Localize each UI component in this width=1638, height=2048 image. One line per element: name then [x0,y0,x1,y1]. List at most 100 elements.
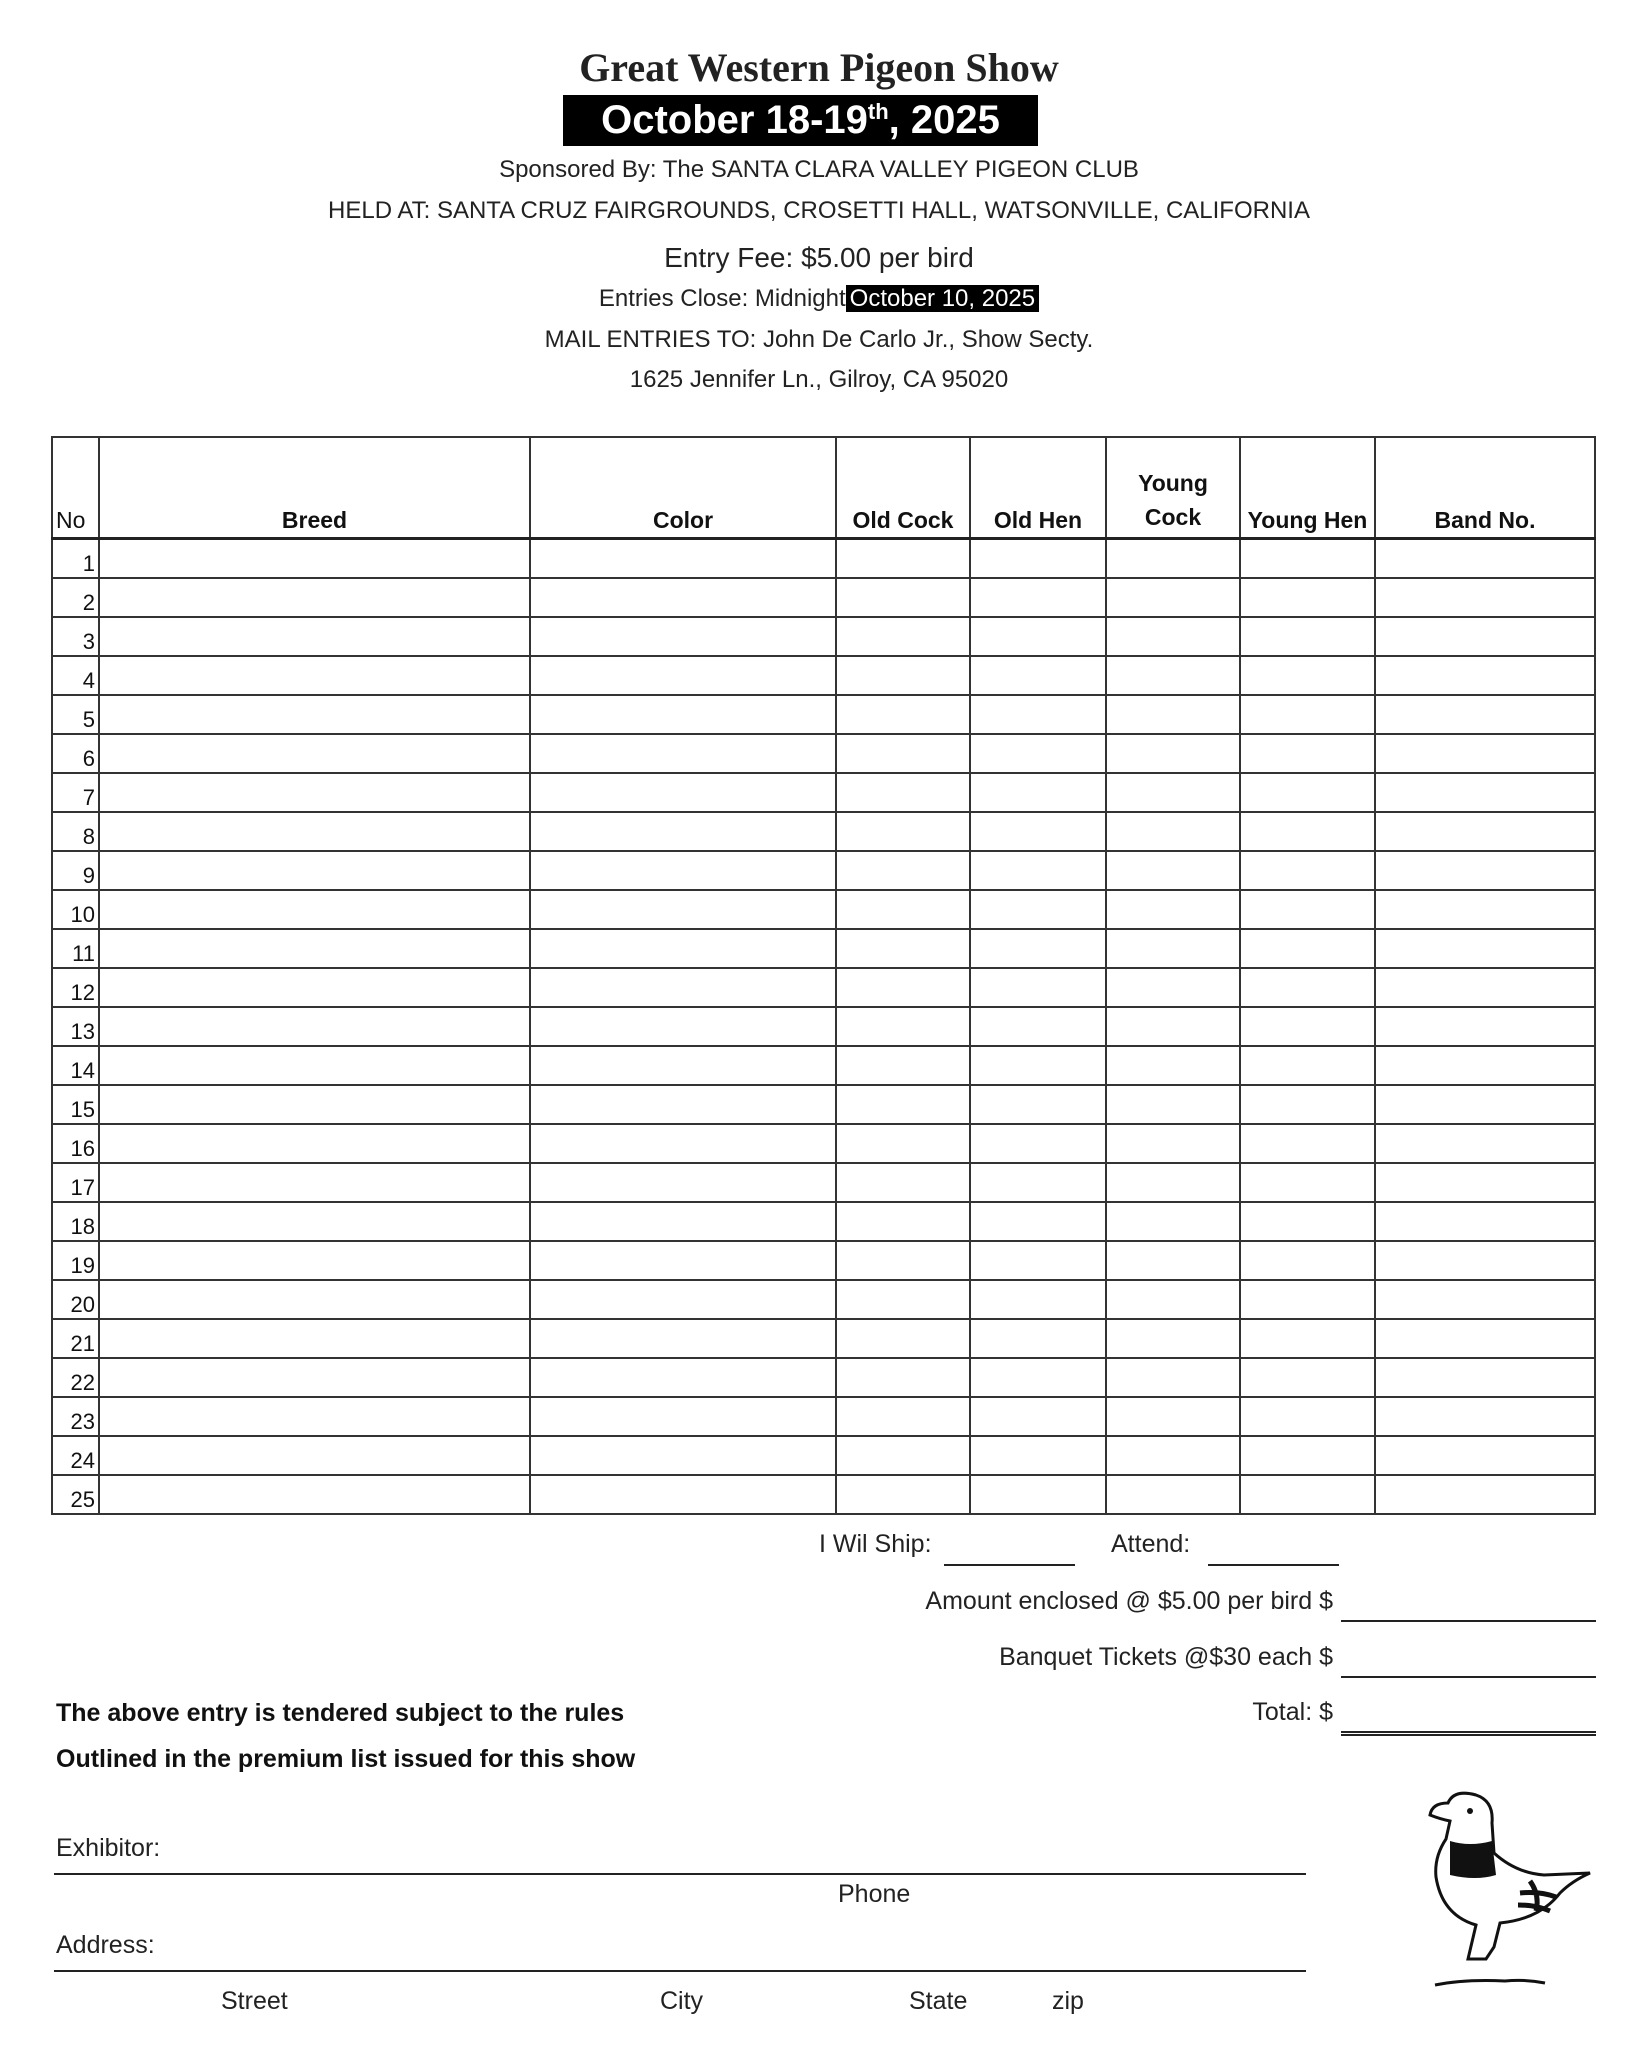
address-field[interactable] [54,1970,1306,1972]
cell-color[interactable] [529,967,837,1008]
cell-breed[interactable] [98,1357,531,1398]
cell-young-hen[interactable] [1239,577,1376,618]
cell-old-hen[interactable] [969,850,1107,891]
cell-young-cock[interactable] [1105,850,1241,891]
cell-young-hen[interactable] [1239,1201,1376,1242]
cell-breed[interactable] [98,1474,531,1515]
cell-band-no[interactable] [1374,1357,1596,1398]
cell-color[interactable] [529,1279,837,1320]
cell-band-no[interactable] [1374,694,1596,735]
total-field[interactable] [1341,1731,1596,1736]
cell-young-hen[interactable] [1239,1123,1376,1164]
cell-old-hen[interactable] [969,1123,1107,1164]
cell-old-cock[interactable] [835,967,971,1008]
cell-old-hen[interactable] [969,1162,1107,1203]
cell-young-cock[interactable] [1105,616,1241,657]
exhibitor-field[interactable] [54,1873,1306,1875]
cell-young-hen[interactable] [1239,850,1376,891]
cell-color[interactable] [529,1006,837,1047]
cell-old-cock[interactable] [835,1162,971,1203]
cell-breed[interactable] [98,1084,531,1125]
cell-color[interactable] [529,1396,837,1437]
cell-color[interactable] [529,1162,837,1203]
cell-old-cock[interactable] [835,1201,971,1242]
cell-old-cock[interactable] [835,850,971,891]
cell-old-hen[interactable] [969,655,1107,696]
cell-young-hen[interactable] [1239,616,1376,657]
cell-breed[interactable] [98,1123,531,1164]
cell-breed[interactable] [98,928,531,969]
cell-color[interactable] [529,1123,837,1164]
cell-band-no[interactable] [1374,811,1596,852]
cell-band-no[interactable] [1374,1201,1596,1242]
cell-old-hen[interactable] [969,928,1107,969]
cell-young-hen[interactable] [1239,655,1376,696]
cell-old-hen[interactable] [969,537,1107,579]
attend-field[interactable] [1208,1564,1339,1566]
cell-old-hen[interactable] [969,889,1107,930]
cell-young-hen[interactable] [1239,1240,1376,1281]
cell-old-hen[interactable] [969,1006,1107,1047]
cell-breed[interactable] [98,1318,531,1359]
cell-breed[interactable] [98,1396,531,1437]
cell-band-no[interactable] [1374,616,1596,657]
cell-color[interactable] [529,1318,837,1359]
cell-breed[interactable] [98,772,531,813]
cell-old-cock[interactable] [835,1045,971,1086]
cell-band-no[interactable] [1374,1045,1596,1086]
cell-old-cock[interactable] [835,733,971,774]
cell-color[interactable] [529,1474,837,1515]
cell-young-hen[interactable] [1239,1435,1376,1476]
cell-color[interactable] [529,1357,837,1398]
cell-breed[interactable] [98,850,531,891]
cell-young-cock[interactable] [1105,1318,1241,1359]
cell-band-no[interactable] [1374,1435,1596,1476]
cell-color[interactable] [529,577,837,618]
cell-breed[interactable] [98,577,531,618]
cell-young-cock[interactable] [1105,1357,1241,1398]
cell-old-cock[interactable] [835,1435,971,1476]
cell-breed[interactable] [98,733,531,774]
cell-band-no[interactable] [1374,928,1596,969]
cell-young-hen[interactable] [1239,928,1376,969]
cell-young-cock[interactable] [1105,1123,1241,1164]
cell-old-hen[interactable] [969,694,1107,735]
cell-band-no[interactable] [1374,1123,1596,1164]
cell-young-hen[interactable] [1239,1396,1376,1437]
cell-young-cock[interactable] [1105,1084,1241,1125]
cell-old-hen[interactable] [969,772,1107,813]
cell-young-hen[interactable] [1239,967,1376,1008]
cell-young-cock[interactable] [1105,733,1241,774]
cell-old-cock[interactable] [835,1318,971,1359]
cell-young-cock[interactable] [1105,1396,1241,1437]
cell-old-hen[interactable] [969,1435,1107,1476]
cell-young-cock[interactable] [1105,928,1241,969]
cell-young-cock[interactable] [1105,1162,1241,1203]
cell-young-cock[interactable] [1105,1045,1241,1086]
cell-old-hen[interactable] [969,1240,1107,1281]
cell-breed[interactable] [98,1006,531,1047]
cell-young-hen[interactable] [1239,1084,1376,1125]
cell-young-hen[interactable] [1239,1279,1376,1320]
cell-band-no[interactable] [1374,1084,1596,1125]
cell-old-hen[interactable] [969,811,1107,852]
cell-old-cock[interactable] [835,1396,971,1437]
cell-band-no[interactable] [1374,1162,1596,1203]
cell-old-cock[interactable] [835,655,971,696]
cell-band-no[interactable] [1374,655,1596,696]
cell-old-cock[interactable] [835,577,971,618]
cell-young-hen[interactable] [1239,694,1376,735]
cell-color[interactable] [529,850,837,891]
cell-old-hen[interactable] [969,1084,1107,1125]
cell-old-hen[interactable] [969,967,1107,1008]
cell-young-cock[interactable] [1105,1240,1241,1281]
cell-old-hen[interactable] [969,733,1107,774]
cell-old-hen[interactable] [969,1045,1107,1086]
cell-old-hen[interactable] [969,1201,1107,1242]
cell-young-cock[interactable] [1105,811,1241,852]
cell-breed[interactable] [98,1162,531,1203]
cell-color[interactable] [529,1045,837,1086]
cell-young-cock[interactable] [1105,537,1241,579]
cell-band-no[interactable] [1374,889,1596,930]
cell-old-cock[interactable] [835,1240,971,1281]
